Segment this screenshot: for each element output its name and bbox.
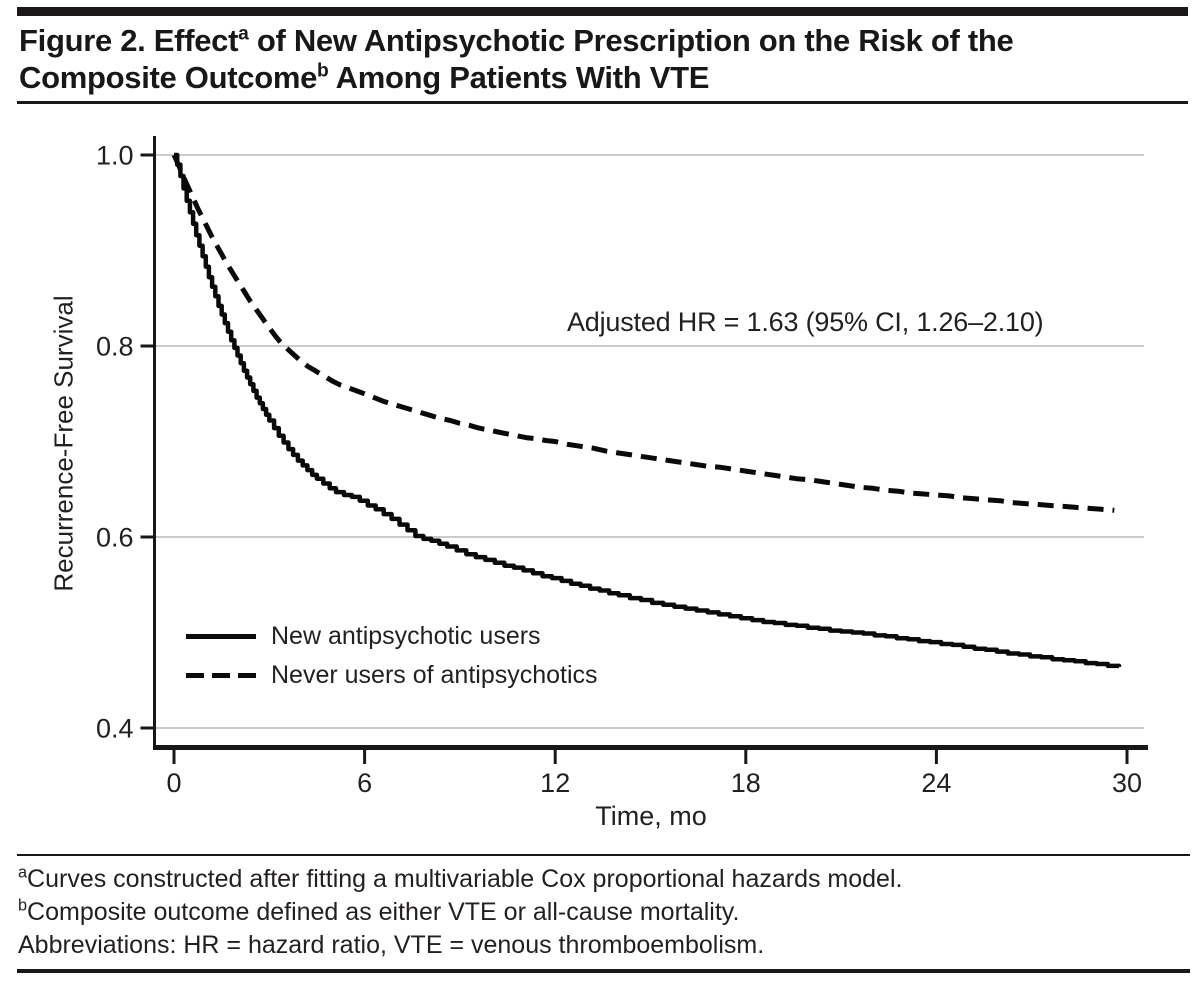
title-superscript-a: a <box>238 23 249 45</box>
x-tick-label: 24 <box>921 768 951 798</box>
solid-line-sample <box>186 633 256 639</box>
footnote-abbreviations: Abbreviations: HR = hazard ratio, VTE = … <box>18 931 765 959</box>
y-tick-label: 1.0 <box>96 141 134 171</box>
curve-never-users <box>171 153 1115 513</box>
curve-new-users <box>174 152 1122 669</box>
dashed-line-sample <box>186 672 256 678</box>
figure-title-line1: Figure 2. Effecta of New Antipsychotic P… <box>19 22 1179 59</box>
footnotes: aCurves constructed after fitting a mult… <box>18 863 1178 962</box>
footnote-a: aCurves constructed after fitting a mult… <box>18 863 1178 896</box>
footnote-text: Composite outcome defined as either VTE … <box>27 898 740 926</box>
title-text: Composite Outcome <box>19 60 318 95</box>
y-tick-label: 0.8 <box>96 332 134 362</box>
legend-item-never-users: Never users of antipsychotics <box>186 658 598 692</box>
footnote-b: bComposite outcome defined as either VTE… <box>18 896 1178 929</box>
title-superscript-b: b <box>317 60 329 82</box>
figure-title: Figure 2. Effecta of New Antipsychotic P… <box>19 22 1179 96</box>
hazard-ratio-annotation: Adjusted HR = 1.63 (95% CI, 1.26–2.10) <box>567 307 1044 337</box>
footnote-superscript-a: a <box>18 863 28 882</box>
figure-top-bar <box>17 7 1188 16</box>
legend-label: New antipsychotic users <box>271 621 541 650</box>
figure-title-line2: Composite Outcomeb Among Patients With V… <box>19 59 1179 96</box>
legend: New antipsychotic users Never users of a… <box>186 619 598 697</box>
y-tick-label: 0.6 <box>96 523 134 553</box>
footnote-bottom-rule <box>17 969 1190 973</box>
legend-item-new-antipsychotic-users: New antipsychotic users <box>186 619 598 653</box>
x-tick-label: 18 <box>731 768 761 798</box>
legend-label: Never users of antipsychotics <box>271 660 598 689</box>
y-axis-title: Recurrence-Free Survival <box>48 295 79 592</box>
x-tick-label: 12 <box>540 768 570 798</box>
title-text: Figure 2. Effect <box>19 23 239 58</box>
x-axis-title: Time, mo <box>595 801 707 831</box>
footnote-text: Curves constructed after fitting a multi… <box>27 865 903 893</box>
x-tick-label: 0 <box>166 768 181 798</box>
title-divider-rule <box>17 101 1188 104</box>
title-text: of New Antipsychotic Prescription on the… <box>248 23 1014 58</box>
title-text: Among Patients With VTE <box>328 60 710 95</box>
footnote-top-rule <box>17 854 1190 856</box>
x-tick-label: 6 <box>357 768 372 798</box>
y-tick-label: 0.4 <box>96 714 134 744</box>
x-tick-label: 30 <box>1112 768 1142 798</box>
footnote-superscript-b: b <box>18 896 28 915</box>
